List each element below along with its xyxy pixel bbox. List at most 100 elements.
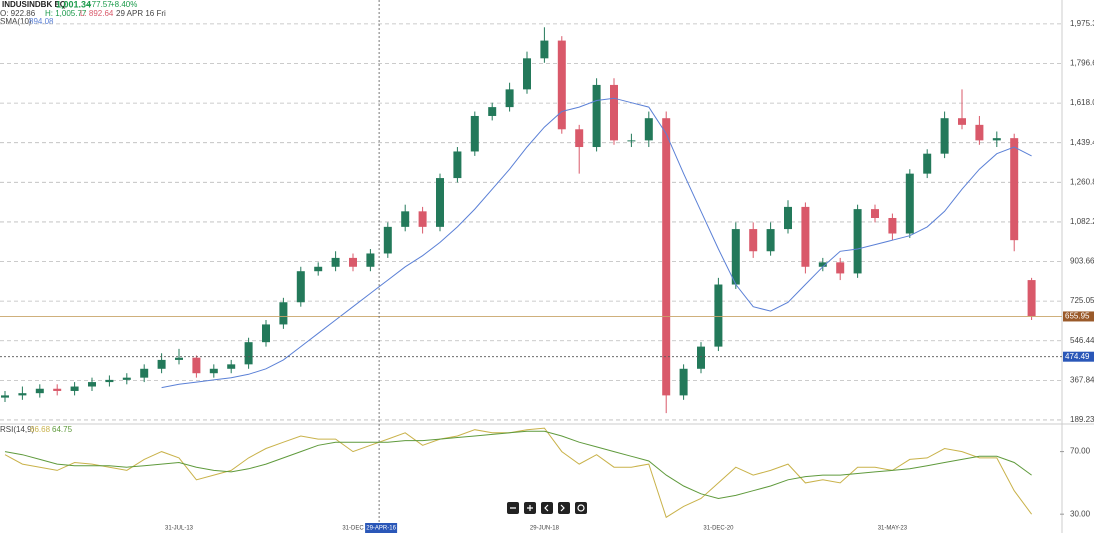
candle-body (923, 153, 932, 174)
candle-body (314, 266, 323, 272)
sma-line (161, 97, 1032, 389)
candle-body (871, 209, 879, 218)
rsi-line (4, 427, 1033, 519)
candle-body (557, 40, 566, 130)
crosshair-y-label: 474.49 (1065, 352, 1090, 361)
candle-body (227, 364, 236, 369)
date-label: 29 APR 16 Fri (116, 9, 166, 18)
reset-icon (577, 504, 585, 512)
x-tick-label: 31-DEC (342, 526, 364, 532)
candle-body (70, 386, 79, 391)
candle-body (975, 124, 984, 141)
candle-body (766, 229, 775, 252)
last-price: 1,001.34 (56, 0, 91, 9)
x-tick-label: 29-JUN-18 (530, 526, 560, 532)
candle-body (349, 257, 357, 267)
candle-body (35, 388, 44, 394)
open-label: O: 922.86 (0, 9, 36, 18)
sma-name: SMA(10) (0, 17, 32, 26)
candle-body (784, 206, 792, 230)
crosshair-x-tag (365, 523, 398, 533)
candle-body (470, 115, 479, 152)
candle-body (262, 324, 270, 343)
candle-body (627, 140, 636, 142)
candle-body (644, 118, 653, 141)
candle-body (140, 368, 149, 378)
candle-body (401, 211, 410, 227)
reset-button[interactable] (575, 502, 587, 514)
candle-body (1027, 280, 1036, 317)
candle-body (992, 138, 1001, 141)
y-tick-label: 30.00 (1070, 509, 1091, 518)
change: +77.57 (87, 0, 112, 9)
candle-body (88, 382, 96, 387)
candle-body (418, 211, 427, 227)
low-label: L: 892.64 (80, 9, 114, 18)
candle-body (453, 151, 462, 179)
candle-body (610, 84, 618, 141)
candle-body (940, 118, 949, 154)
candle-body (853, 209, 862, 274)
x-tick-label: 31-JUL-13 (165, 526, 194, 532)
y-tick-label: 1,082.26 (1070, 217, 1094, 226)
candle-body (731, 229, 740, 285)
candle-body (958, 118, 966, 125)
candle-body (818, 262, 827, 267)
y-tick-label: 1,618.08 (1070, 98, 1094, 107)
candle-body (1, 395, 9, 398)
rsi-line (4, 430, 1032, 500)
x-tick-label: 31-DEC-20 (703, 526, 734, 532)
candle-body (122, 377, 131, 380)
candle-body (1010, 138, 1019, 241)
candle-body (209, 368, 218, 374)
candle-body (192, 357, 201, 374)
candle-body (488, 107, 497, 116)
y-tick-label: 1,975.30 (1070, 19, 1094, 28)
y-tick-label: 189.23 (1070, 415, 1094, 424)
candle-body (505, 89, 514, 108)
rsi-value: 66.68 (30, 425, 51, 434)
candle-body (905, 173, 914, 234)
y-tick-label: 903.66 (1070, 257, 1094, 266)
candle-body (383, 226, 392, 254)
y-tick-label: 1,796.69 (1070, 59, 1094, 68)
candle-body (714, 284, 723, 347)
candle-body (175, 357, 183, 360)
candle-body (279, 302, 288, 325)
candle-body (749, 229, 758, 252)
candle-body (523, 58, 531, 90)
y-tick-label: 546.44 (1070, 336, 1094, 345)
change-pct: +8.40% (110, 0, 137, 9)
candle-body (679, 368, 688, 396)
candle-body (53, 388, 62, 391)
y-tick-label: 725.05 (1070, 296, 1094, 305)
scroll-left-button[interactable] (541, 502, 553, 514)
y-tick-label: 1,260.87 (1070, 177, 1094, 186)
zoom-controls (507, 502, 587, 514)
rsi-signal-value: 64.75 (52, 425, 73, 434)
last-price-label: 655.95 (1065, 312, 1090, 321)
candle-body (105, 379, 114, 383)
control-icons (510, 504, 565, 512)
candle-body (157, 359, 166, 369)
candle-body (296, 271, 305, 303)
y-tick-label: 70.00 (1070, 447, 1091, 456)
x-tick-label: 31-MAY-23 (878, 526, 908, 532)
candle-body (662, 118, 671, 396)
candle-body (836, 262, 845, 274)
candle-body (888, 217, 897, 234)
candle-body (244, 342, 253, 365)
candle-body (801, 206, 810, 267)
high-label: H: 1,005.77 (45, 9, 87, 18)
symbol: INDUSINDBK EQ (2, 0, 66, 9)
crosshair-y-tag (1063, 351, 1094, 362)
header: INDUSINDBK EQ 1,001.34 +77.57 +8.40% O: … (0, 0, 166, 434)
candle-body (540, 40, 549, 59)
candle-body (697, 346, 705, 369)
candle-body (436, 178, 444, 227)
rsi-name: RSI(14,9) (0, 425, 35, 434)
candle-body (366, 253, 375, 267)
y-tick-label: 1,439.48 (1070, 138, 1094, 147)
sma-value: 894.08 (29, 17, 54, 26)
